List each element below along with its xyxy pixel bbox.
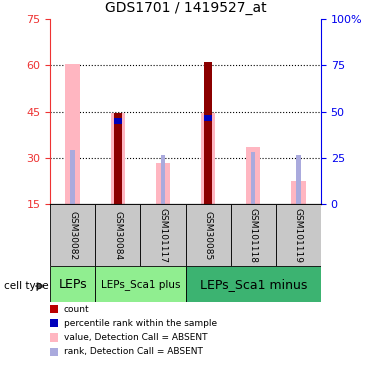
Bar: [114, 113, 122, 204]
Text: rank, Detection Call = ABSENT: rank, Detection Call = ABSENT: [64, 347, 203, 356]
Text: GSM101118: GSM101118: [249, 208, 258, 263]
Bar: [204, 115, 212, 121]
Bar: [65, 64, 80, 204]
Text: GSM30085: GSM30085: [204, 211, 213, 260]
Text: GSM101117: GSM101117: [158, 208, 167, 263]
Text: LEPs: LEPs: [58, 278, 87, 291]
Text: GSM101119: GSM101119: [294, 208, 303, 263]
Text: LEPs_Sca1 minus: LEPs_Sca1 minus: [200, 278, 307, 291]
Bar: [50, 266, 95, 302]
Bar: [296, 155, 301, 204]
Bar: [186, 204, 231, 266]
Title: GDS1701 / 1419527_at: GDS1701 / 1419527_at: [105, 1, 266, 15]
Bar: [204, 62, 212, 204]
Bar: [231, 204, 276, 266]
Bar: [95, 266, 186, 302]
Text: LEPs_Sca1 plus: LEPs_Sca1 plus: [101, 279, 180, 290]
Text: percentile rank within the sample: percentile rank within the sample: [64, 319, 217, 328]
Bar: [276, 204, 321, 266]
Text: count: count: [64, 304, 89, 313]
Bar: [114, 118, 122, 124]
Text: GSM30084: GSM30084: [113, 211, 122, 260]
Bar: [111, 113, 125, 204]
Bar: [291, 181, 306, 204]
Bar: [95, 204, 140, 266]
Bar: [186, 266, 321, 302]
Bar: [50, 204, 95, 266]
Text: cell type: cell type: [4, 281, 48, 291]
Bar: [140, 204, 186, 266]
Bar: [201, 113, 215, 204]
Text: value, Detection Call = ABSENT: value, Detection Call = ABSENT: [64, 333, 207, 342]
Bar: [156, 163, 170, 204]
Text: GSM30082: GSM30082: [68, 211, 77, 260]
Bar: [246, 147, 260, 204]
Bar: [161, 155, 165, 204]
Bar: [70, 150, 75, 204]
Bar: [251, 152, 256, 204]
